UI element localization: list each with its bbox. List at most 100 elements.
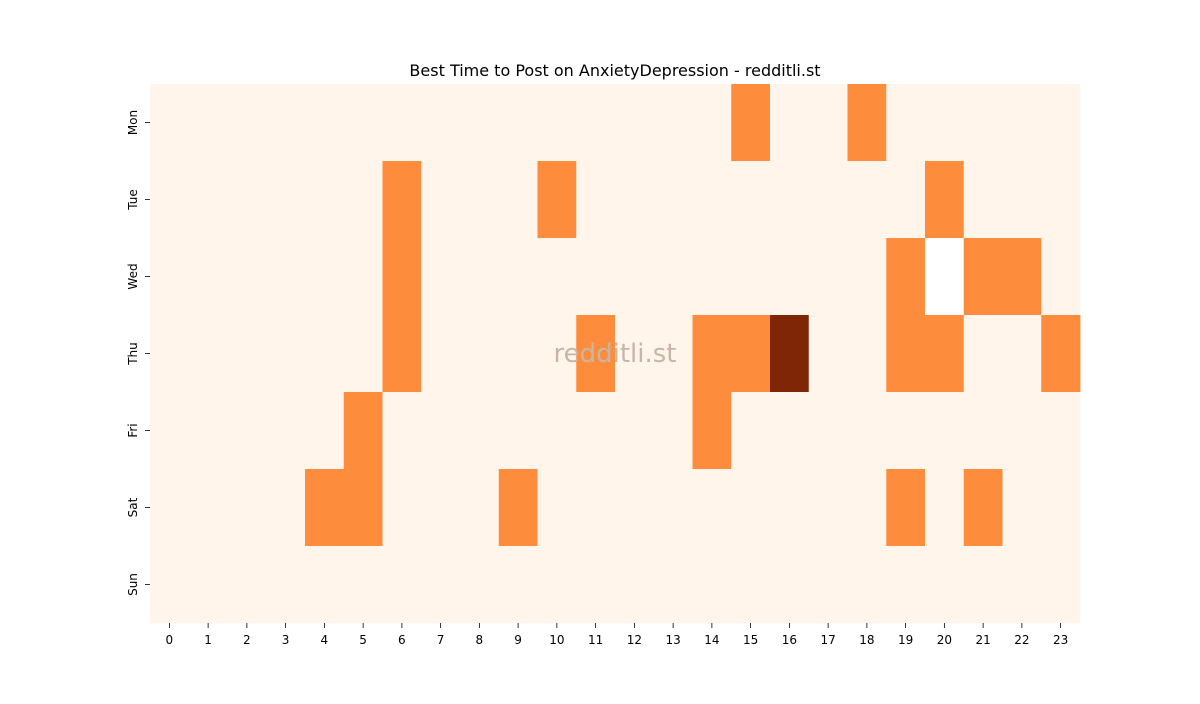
heatmap-cell-wed-7 (421, 238, 461, 316)
heatmap-cell-tue-10 (537, 161, 577, 239)
x-tick-label: 7 (437, 633, 445, 647)
x-tick-label: 8 (476, 633, 484, 647)
heatmap-cell-tue-14 (692, 161, 732, 239)
x-tick-label: 4 (321, 633, 329, 647)
heatmap-cell-thu-7 (421, 315, 461, 393)
heatmap-cell-thu-5 (343, 315, 383, 393)
heatmap-cell-sun-8 (460, 546, 500, 624)
heatmap-cell-thu-9 (498, 315, 538, 393)
x-tick-label: 20 (937, 633, 952, 647)
heatmap-cell-mon-1 (188, 84, 228, 162)
x-tick-label: 3 (282, 633, 290, 647)
heatmap-cell-tue-18 (847, 161, 887, 239)
heatmap-cell-wed-5 (343, 238, 383, 316)
heatmap-cell-sun-16 (770, 546, 810, 624)
heatmap-cell-fri-3 (266, 392, 306, 470)
heatmap-cell-sun-22 (1002, 546, 1042, 624)
heatmap-cell-thu-8 (460, 315, 500, 393)
heatmap-cell-sun-19 (886, 546, 926, 624)
y-tick-label: Tue (126, 189, 140, 211)
heatmap-cell-wed-15 (731, 238, 771, 316)
heatmap-cell-fri-22 (1002, 392, 1042, 470)
x-tick-label: 21 (975, 633, 990, 647)
heatmap-cell-wed-6 (382, 238, 422, 316)
heatmap-cell-sat-17 (808, 469, 848, 547)
heatmap-cell-wed-16 (770, 238, 810, 316)
x-tick-label: 11 (588, 633, 603, 647)
heatmap-cell-fri-14 (692, 392, 732, 470)
heatmap-cell-sat-2 (227, 469, 267, 547)
heatmap-cell-fri-7 (421, 392, 461, 470)
heatmap-cell-tue-9 (498, 161, 538, 239)
heatmap-cell-tue-5 (343, 161, 383, 239)
heatmap-cell-sat-1 (188, 469, 228, 547)
heatmap-cell-sat-15 (731, 469, 771, 547)
heatmap-cell-mon-11 (576, 84, 616, 162)
x-tick-label: 23 (1053, 633, 1068, 647)
heatmap-cell-fri-20 (925, 392, 965, 470)
heatmap-cell-fri-23 (1041, 392, 1081, 470)
heatmap-cell-tue-20 (925, 161, 965, 239)
heatmap-cell-fri-11 (576, 392, 616, 470)
heatmap-cell-fri-18 (847, 392, 887, 470)
heatmap-cell-fri-19 (886, 392, 926, 470)
heatmap-cell-wed-2 (227, 238, 267, 316)
heatmap-cell-sun-11 (576, 546, 616, 624)
y-tick-label: Fri (126, 423, 140, 437)
heatmap-cell-wed-3 (266, 238, 306, 316)
heatmap-cell-fri-16 (770, 392, 810, 470)
x-tick-label: 19 (898, 633, 913, 647)
x-tick-label: 18 (859, 633, 874, 647)
x-tick-label: 17 (820, 633, 835, 647)
heatmap-cell-tue-16 (770, 161, 810, 239)
heatmap-cell-wed-9 (498, 238, 538, 316)
heatmap-cell-mon-16 (770, 84, 810, 162)
heatmap-cell-mon-14 (692, 84, 732, 162)
heatmap-cell-mon-9 (498, 84, 538, 162)
x-tick-label: 12 (627, 633, 642, 647)
heatmap-cell-wed-17 (808, 238, 848, 316)
heatmap-cell-mon-6 (382, 84, 422, 162)
heatmap-cell-mon-12 (615, 84, 655, 162)
heatmap-cell-sat-19 (886, 469, 926, 547)
heatmap-cell-thu-16 (770, 315, 810, 393)
heatmap-cell-thu-17 (808, 315, 848, 393)
heatmap-cell-mon-23 (1041, 84, 1081, 162)
heatmap-cell-sun-18 (847, 546, 887, 624)
heatmap-cell-sat-3 (266, 469, 306, 547)
heatmap-cell-mon-4 (305, 84, 345, 162)
heatmap-cell-mon-20 (925, 84, 965, 162)
heatmap-cell-sun-3 (266, 546, 306, 624)
heatmap-cell-sat-7 (421, 469, 461, 547)
heatmap-cell-mon-13 (653, 84, 693, 162)
x-tick-label: 10 (549, 633, 564, 647)
heatmap-cell-thu-15 (731, 315, 771, 393)
heatmap-cell-fri-0 (150, 392, 190, 470)
heatmap-cell-fri-8 (460, 392, 500, 470)
heatmap-cell-mon-22 (1002, 84, 1042, 162)
x-tick-label: 16 (782, 633, 797, 647)
heatmap-cell-mon-21 (963, 84, 1003, 162)
heatmap-cell-sat-9 (498, 469, 538, 547)
heatmap-cell-sun-10 (537, 546, 577, 624)
heatmap-cell-tue-4 (305, 161, 345, 239)
heatmap-cell-tue-6 (382, 161, 422, 239)
heatmap-cell-tue-13 (653, 161, 693, 239)
heatmap-cell-tue-1 (188, 161, 228, 239)
x-tick-label: 2 (243, 633, 251, 647)
heatmap-cell-thu-20 (925, 315, 965, 393)
heatmap-cell-sun-7 (421, 546, 461, 624)
heatmap-cell-thu-13 (653, 315, 693, 393)
heatmap-cell-mon-18 (847, 84, 887, 162)
heatmap-cell-sun-17 (808, 546, 848, 624)
heatmap-cell-sat-20 (925, 469, 965, 547)
y-tick-label: Sat (126, 497, 140, 517)
heatmap-cell-sat-18 (847, 469, 887, 547)
heatmap-cell-wed-10 (537, 238, 577, 316)
heatmap-cell-sun-12 (615, 546, 655, 624)
y-tick-label: Mon (126, 110, 140, 135)
heatmap-cell-fri-5 (343, 392, 383, 470)
heatmap-cell-sun-9 (498, 546, 538, 624)
heatmap-cell-thu-2 (227, 315, 267, 393)
